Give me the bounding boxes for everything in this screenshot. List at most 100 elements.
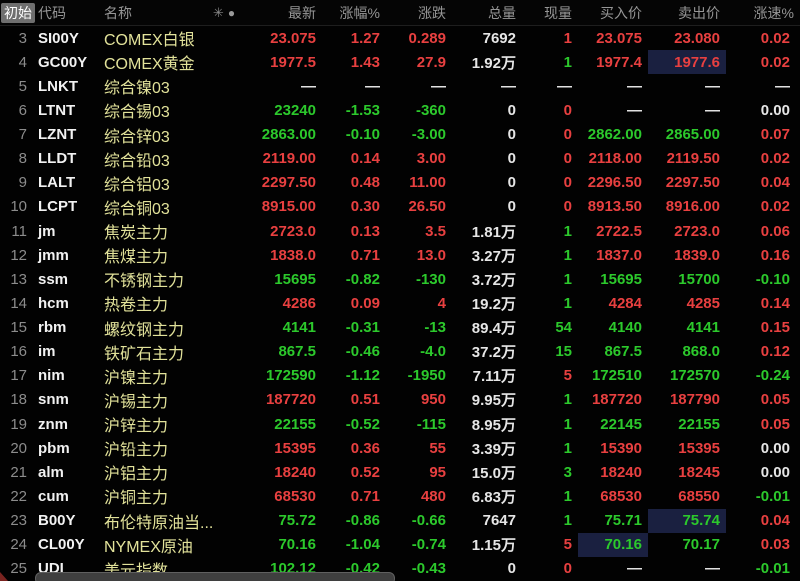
cell-pct: -0.86 [345, 512, 380, 530]
cell-latest: 1838.0 [270, 246, 316, 264]
col-header-pct[interactable]: 涨幅% [339, 4, 380, 21]
cell-latest: 1977.5 [270, 53, 316, 71]
col-header-bid[interactable]: 买入价 [600, 4, 642, 21]
col-header-latest[interactable]: 最新 [288, 4, 316, 21]
row-number: 16 [10, 343, 27, 361]
horizontal-scrollbar-thumb[interactable] [35, 572, 395, 581]
cell-bid: 1837.0 [596, 246, 642, 264]
instrument-code: ssm [38, 270, 69, 288]
cell-ask: 4141 [686, 319, 720, 337]
cell-vol: 89.4万 [471, 320, 516, 338]
cell-pct: — [365, 77, 380, 95]
cell-chg: 0.289 [408, 29, 446, 47]
row-number: 17 [10, 367, 27, 385]
cell-ask: 23.080 [674, 29, 720, 47]
col-header-initial[interactable]: 初始 [0, 0, 35, 25]
row-number: 12 [10, 246, 27, 264]
row-number: 24 [10, 536, 27, 554]
table-row[interactable]: 23 B00Y 布伦特原油当... 75.72 -0.86 -0.66 7647 1 75.71… [0, 508, 800, 533]
cell-speed: 0.07 [760, 126, 790, 144]
instrument-code: pbm [38, 439, 70, 457]
initial-state-chip[interactable]: 初始 [1, 2, 35, 23]
table-row[interactable]: 16 im 铁矿石主力 867.5 -0.46 -4.0 37.2万 15 867.5 868.0… [0, 340, 800, 364]
table-row[interactable]: 11 jm 焦炭主力 2723.0 0.13 3.5 1.81万 1 2722.5 2723.0 0… [0, 219, 800, 243]
table-row[interactable]: 13 ssm 不锈钢主力 15695 -0.82 -130 3.72万 1 15695 15700… [0, 267, 800, 291]
row-number: 10 [10, 198, 27, 216]
table-row[interactable]: 15 rbm 螺纹钢主力 4141 -0.31 -13 89.4万 54 4140 4141 0.1… [0, 316, 800, 340]
cell-vol: 0 [507, 126, 516, 144]
table-row[interactable]: 20 pbm 沪铅主力 15395 0.36 55 3.39万 1 15390 15395 0.00 [0, 436, 800, 460]
table-row[interactable]: 17 nim 沪镍主力 172590 -1.12 -1950 7.11万 5 172510 172… [0, 364, 800, 388]
row-number: 18 [10, 391, 27, 409]
table-row[interactable]: 19 znm 沪锌主力 22155 -0.52 -115 8.95万 1 22145 22155 0… [0, 412, 800, 436]
instrument-code: nim [38, 367, 65, 385]
cell-ask: 70.17 [682, 536, 720, 554]
instrument-code: B00Y [38, 512, 76, 530]
table-row[interactable]: 14 hcm 热卷主力 4286 0.09 4 19.2万 1 4284 4285 0.14 [0, 291, 800, 315]
row-number: 15 [10, 319, 27, 337]
cell-chg: -0.74 [411, 536, 446, 554]
table-row[interactable]: 9 LALT 综合铝03 2297.50 0.48 11.00 0 0 2296.50 2297.… [0, 171, 800, 195]
instrument-name: 沪铜主力 [104, 490, 169, 508]
instrument-code: LCPT [38, 198, 78, 216]
cell-latest: 2863.00 [261, 126, 316, 144]
table-row[interactable]: 12 jmm 焦煤主力 1838.0 0.71 13.0 3.27万 1 1837.0 1839.… [0, 243, 800, 267]
row-number: 22 [10, 487, 27, 505]
table-row[interactable]: 4 GC00Y COMEX黄金 1977.5 1.43 27.9 1.92万 1 1977.4 1… [0, 50, 800, 75]
cell-chg: -115 [416, 415, 446, 433]
cell-chg: -1950 [407, 367, 446, 385]
cell-chg: 4 [437, 294, 446, 312]
col-header-speed[interactable]: 涨速% [753, 4, 794, 21]
col-header-cur[interactable]: 现量 [544, 4, 572, 21]
table-row[interactable]: 24 CL00Y NYMEX原油 70.16 -1.04 -0.74 1.15万 5 70.16… [0, 532, 800, 557]
cell-ask: 15700 [678, 270, 720, 288]
cell-vol: 1.81万 [471, 223, 516, 241]
table-row[interactable]: 21 alm 沪铝主力 18240 0.52 95 15.0万 3 18240 18245 0.00 [0, 460, 800, 484]
header-sort-indicators: ✳ ● [213, 0, 235, 26]
cell-chg: -360 [415, 101, 446, 119]
cell-pct: -1.12 [345, 367, 380, 385]
table-row[interactable]: 6 LTNT 综合锡03 23240 -1.53 -360 0 0 — — 0.00 [0, 98, 800, 122]
cell-chg: 11.00 [409, 174, 446, 192]
table-row[interactable]: 5 LNKT 综合镍03 — — — — — — — — [0, 74, 800, 98]
col-header-code[interactable]: 代码 [38, 4, 66, 21]
instrument-name: 综合锌03 [104, 128, 170, 146]
cell-cur: 15 [555, 343, 572, 361]
cell-vol: 1.15万 [471, 537, 516, 555]
table-row[interactable]: 3 SI00Y COMEX白银 23.075 1.27 0.289 7692 1 23.075 2… [0, 26, 800, 50]
instrument-name: COMEX黄金 [104, 56, 195, 74]
instrument-name: 综合铜03 [104, 200, 170, 218]
instrument-code: LALT [38, 174, 76, 192]
cell-cur: 1 [563, 29, 572, 47]
table-row[interactable]: 10 LCPT 综合铜03 8915.00 0.30 26.50 0 0 8913.50 8916… [0, 195, 800, 219]
col-header-vol[interactable]: 总量 [488, 4, 516, 21]
instrument-name: 沪铝主力 [104, 466, 169, 484]
cell-latest: 867.5 [278, 343, 316, 361]
cell-cur: 54 [555, 319, 572, 337]
cell-pct: 0.48 [350, 174, 380, 192]
cell-speed: 0.00 [760, 439, 790, 457]
cell-vol: 3.27万 [471, 247, 516, 265]
cell-pct: 0.09 [350, 294, 380, 312]
cell-cur: 1 [563, 222, 572, 240]
col-header-ask[interactable]: 卖出价 [678, 4, 720, 21]
cell-speed: -0.24 [755, 367, 790, 385]
cell-speed: 0.03 [760, 536, 790, 554]
cell-chg: -0.66 [411, 512, 446, 530]
col-header-name[interactable]: 名称 [104, 4, 132, 21]
table-row[interactable]: 22 cum 沪铜主力 68530 0.71 480 6.83万 1 68530 68550 -0.… [0, 484, 800, 508]
cell-vol: 7.11万 [472, 368, 516, 386]
cell-chg: -0.43 [411, 560, 446, 578]
row-number: 25 [10, 560, 27, 578]
cell-vol: 15.0万 [471, 464, 516, 482]
instrument-code: im [38, 343, 56, 361]
row-number: 8 [18, 150, 27, 168]
col-header-chg[interactable]: 涨跌 [418, 4, 446, 21]
cell-bid: 2862.00 [587, 126, 642, 144]
instrument-code: CL00Y [38, 536, 85, 554]
table-row[interactable]: 18 snm 沪锡主力 187720 0.51 950 9.95万 1 187720 187790… [0, 388, 800, 412]
table-row[interactable]: 7 LZNT 综合锌03 2863.00 -0.10 -3.00 0 0 2862.00 2865… [0, 123, 800, 147]
cell-latest: 2297.50 [261, 174, 316, 192]
table-row[interactable]: 8 LLDT 综合铅03 2119.00 0.14 3.00 0 0 2118.00 2119.5… [0, 147, 800, 171]
row-number: 4 [18, 53, 27, 71]
